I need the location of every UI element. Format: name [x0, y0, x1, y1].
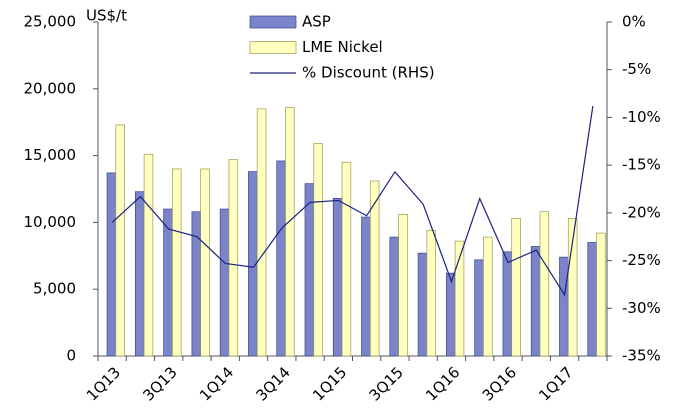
- bar: [228, 159, 239, 357]
- bar: [398, 214, 408, 357]
- bar: [200, 168, 210, 357]
- x-tick-label: 1Q13: [83, 363, 124, 404]
- y-tick-label: 5,000: [33, 280, 76, 298]
- bar: [115, 124, 125, 357]
- y2-tick-label: -20%: [622, 203, 661, 221]
- bar: [502, 251, 513, 357]
- legend-swatch: [249, 41, 297, 54]
- y-tick-label: 10,000: [24, 213, 77, 231]
- x-tick-label: 1Q15: [309, 363, 350, 404]
- bar: [219, 208, 230, 357]
- x-tick-label: 1Q17: [535, 363, 576, 404]
- bar: [587, 242, 597, 357]
- y2-tick-label: -30%: [622, 299, 661, 317]
- bar: [256, 108, 267, 357]
- bar: [361, 216, 371, 357]
- legend-swatch: [249, 15, 297, 29]
- y-tick-label: 25,000: [24, 13, 77, 31]
- y-tick-label: 20,000: [24, 79, 77, 97]
- y-tick-label: 15,000: [24, 146, 77, 164]
- bar: [539, 211, 550, 357]
- y2-tick-label: -10%: [622, 108, 661, 126]
- bar: [417, 252, 428, 357]
- bar: [313, 143, 323, 357]
- bar: [106, 172, 117, 357]
- y-axis-label: US$/t: [86, 7, 127, 25]
- bar: [530, 246, 541, 357]
- bar: [483, 236, 493, 357]
- bar: [134, 191, 145, 357]
- y2-tick-label: 0%: [622, 13, 646, 31]
- bar: [474, 259, 484, 357]
- y2-tick-label: -5%: [622, 60, 651, 78]
- line-series: [111, 105, 594, 297]
- bar: [559, 256, 569, 357]
- y2-tick-label: -15%: [622, 156, 661, 174]
- y-tick-label: 0: [66, 347, 76, 365]
- bar: [143, 153, 154, 357]
- legend-label: ASP: [302, 13, 331, 31]
- bar: [276, 160, 286, 357]
- bar: [341, 161, 352, 357]
- bar: [567, 218, 578, 357]
- bar: [446, 272, 456, 357]
- bar: [369, 180, 380, 357]
- legend-label: % Discount (RHS): [302, 64, 435, 82]
- x-tick-label: 3Q16: [479, 363, 520, 404]
- bar: [332, 198, 343, 357]
- bar: [426, 230, 436, 357]
- x-tick-label: 1Q16: [422, 363, 463, 404]
- bar: [191, 211, 201, 357]
- y2-tick-label: -35%: [622, 347, 661, 365]
- bar: [511, 218, 521, 357]
- x-tick-label: 3Q13: [139, 363, 180, 404]
- bar: [389, 236, 399, 357]
- legend-label: LME Nickel: [302, 38, 383, 56]
- bar: [163, 208, 173, 357]
- bar: [596, 232, 606, 357]
- x-tick-label: 3Q15: [366, 363, 407, 404]
- x-tick-label: 1Q14: [196, 363, 237, 404]
- bar: [172, 168, 182, 357]
- bar: [285, 107, 295, 357]
- bar: [454, 240, 465, 357]
- bar: [304, 183, 315, 357]
- x-tick-label: 3Q14: [252, 363, 293, 404]
- y2-tick-label: -25%: [622, 251, 661, 269]
